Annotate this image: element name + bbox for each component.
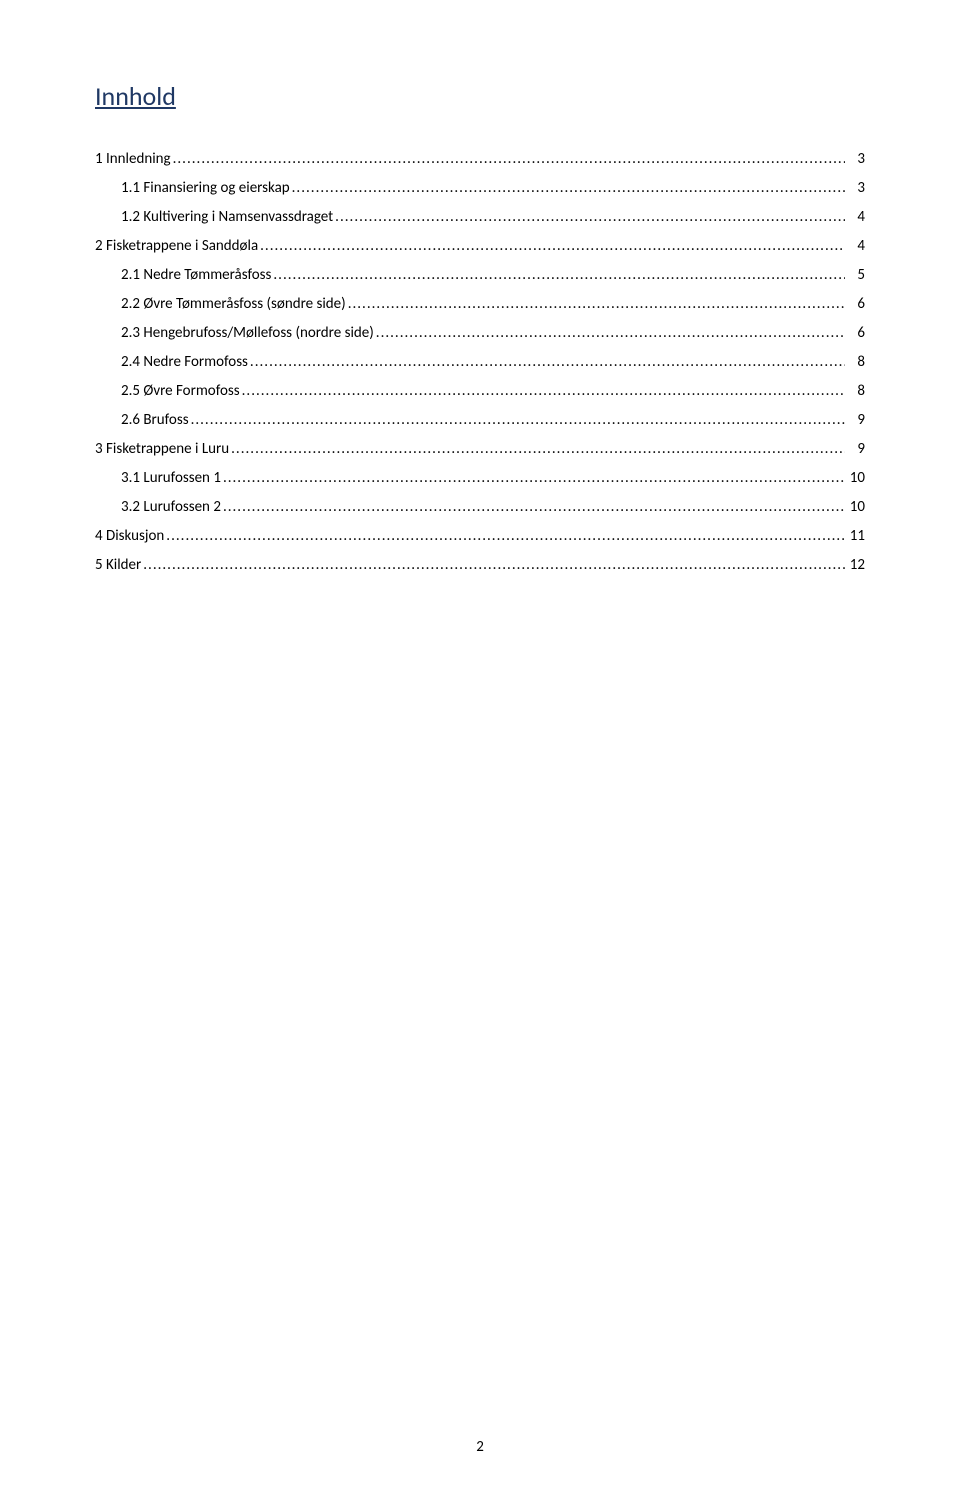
toc-entry: 2.2 Øvre Tømmeråsfoss (søndre side) 6 <box>95 295 865 313</box>
toc-dots <box>376 324 845 342</box>
toc-dots <box>250 353 845 371</box>
toc-entry: 5 Kilder 12 <box>95 556 865 574</box>
toc-entry-page: 8 <box>847 353 865 371</box>
toc-entry-label: 1.1 Finansiering og eierskap <box>121 179 290 197</box>
toc-entry-label: 2.3 Hengebrufoss/Møllefoss (nordre side) <box>121 324 374 342</box>
toc-dots <box>166 527 845 545</box>
toc-entry: 2.5 Øvre Formofoss 8 <box>95 382 865 400</box>
toc-entry: 1.1 Finansiering og eierskap 3 <box>95 179 865 197</box>
toc-entry-page: 12 <box>847 556 865 574</box>
toc-entry-page: 4 <box>847 237 865 255</box>
toc-dots <box>231 440 845 458</box>
toc-dots <box>143 556 845 574</box>
toc-entry-page: 9 <box>847 411 865 429</box>
toc-entry: 2.3 Hengebrufoss/Møllefoss (nordre side)… <box>95 324 865 342</box>
toc-entry-label: 2.1 Nedre Tømmeråsfoss <box>121 266 271 284</box>
toc-entry-label: 3 Fisketrappene i Luru <box>95 440 229 458</box>
toc-entry-page: 6 <box>847 324 865 342</box>
toc-entry-label: 5 Kilder <box>95 556 141 574</box>
toc-dots <box>348 295 845 313</box>
toc-entry-page: 11 <box>847 527 865 545</box>
toc-entry: 4 Diskusjon 11 <box>95 527 865 545</box>
toc-dots <box>273 266 845 284</box>
toc-entry: 1.2 Kultivering i Namsenvassdraget 4 <box>95 208 865 226</box>
toc-entry-page: 4 <box>847 208 865 226</box>
toc-entry: 2 Fisketrappene i Sanddøla 4 <box>95 237 865 255</box>
toc-entry: 1 Innledning 3 <box>95 150 865 168</box>
toc-entry-label: 3.2 Lurufossen 2 <box>121 498 221 516</box>
toc-entry-label: 4 Diskusjon <box>95 527 164 545</box>
toc-dots <box>173 150 845 168</box>
toc-dots <box>191 411 845 429</box>
toc-entry-page: 3 <box>847 179 865 197</box>
toc-dots <box>223 469 845 487</box>
toc-entry: 2.4 Nedre Formofoss 8 <box>95 353 865 371</box>
page-content: Innhold 1 Innledning31.1 Finansiering og… <box>0 0 960 574</box>
toc-entry-label: 2.4 Nedre Formofoss <box>121 353 248 371</box>
toc-dots <box>335 208 845 226</box>
toc-entry-label: 3.1 Lurufossen 1 <box>121 469 221 487</box>
toc-entry: 2.1 Nedre Tømmeråsfoss 5 <box>95 266 865 284</box>
toc-entry-label: 2.5 Øvre Formofoss <box>121 382 240 400</box>
toc-dots <box>242 382 845 400</box>
toc-entry-page: 9 <box>847 440 865 458</box>
toc-dots <box>223 498 845 516</box>
table-of-contents: 1 Innledning31.1 Finansiering og eierska… <box>95 150 865 574</box>
toc-entry-page: 6 <box>847 295 865 313</box>
toc-entry-label: 1 Innledning <box>95 150 171 168</box>
toc-dots <box>292 179 845 197</box>
toc-entry: 3 Fisketrappene i Luru 9 <box>95 440 865 458</box>
page-number: 2 <box>0 1438 960 1456</box>
toc-entry-page: 10 <box>847 498 865 516</box>
toc-entry-label: 1.2 Kultivering i Namsenvassdraget <box>121 208 333 226</box>
toc-entry-label: 2 Fisketrappene i Sanddøla <box>95 237 258 255</box>
page-title: Innhold <box>95 80 865 112</box>
toc-entry-page: 10 <box>847 469 865 487</box>
toc-entry: 3.2 Lurufossen 2 10 <box>95 498 865 516</box>
toc-entry-label: 2.6 Brufoss <box>121 411 189 429</box>
toc-entry-page: 8 <box>847 382 865 400</box>
toc-entry: 3.1 Lurufossen 1 10 <box>95 469 865 487</box>
toc-entry-label: 2.2 Øvre Tømmeråsfoss (søndre side) <box>121 295 346 313</box>
toc-entry: 2.6 Brufoss 9 <box>95 411 865 429</box>
toc-entry-page: 3 <box>847 150 865 168</box>
toc-entry-page: 5 <box>847 266 865 284</box>
toc-dots <box>260 237 845 255</box>
